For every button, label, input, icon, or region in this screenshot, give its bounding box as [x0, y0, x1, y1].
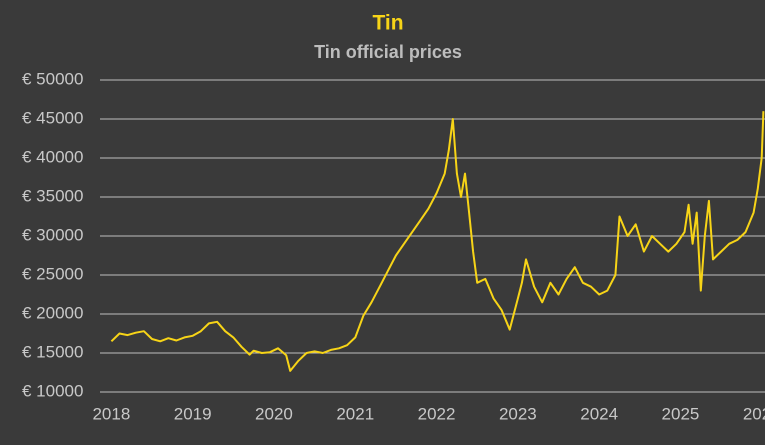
y-tick-label: € 10000: [22, 381, 83, 400]
y-tick-label: € 20000: [22, 303, 83, 322]
x-tick-label: 2019: [174, 404, 212, 423]
chart-subtitle: Tin official prices: [314, 42, 462, 62]
x-tick-label: 2021: [336, 404, 374, 423]
y-tick-label: € 15000: [22, 342, 83, 361]
x-tick-label: 2026: [743, 404, 765, 423]
price-line: [110, 111, 765, 372]
x-tick-label: 2023: [499, 404, 537, 423]
x-tick-label: 2024: [580, 404, 618, 423]
y-tick-label: € 45000: [22, 108, 83, 127]
chart-title: Tin: [372, 12, 403, 35]
y-tick-label: € 25000: [22, 264, 83, 283]
y-tick-label: € 35000: [22, 186, 83, 205]
y-tick-label: € 50000: [22, 69, 83, 88]
y-tick-label: € 30000: [22, 225, 83, 244]
y-tick-label: € 40000: [22, 147, 83, 166]
x-tick-label: 2022: [418, 404, 456, 423]
x-tick-label: 2018: [92, 404, 130, 423]
x-tick-label: 2025: [662, 404, 700, 423]
x-tick-label: 2020: [255, 404, 293, 423]
